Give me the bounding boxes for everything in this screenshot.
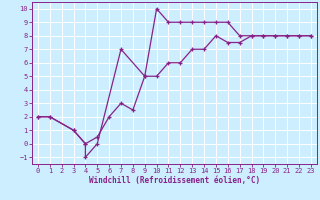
X-axis label: Windchill (Refroidissement éolien,°C): Windchill (Refroidissement éolien,°C) [89, 176, 260, 185]
